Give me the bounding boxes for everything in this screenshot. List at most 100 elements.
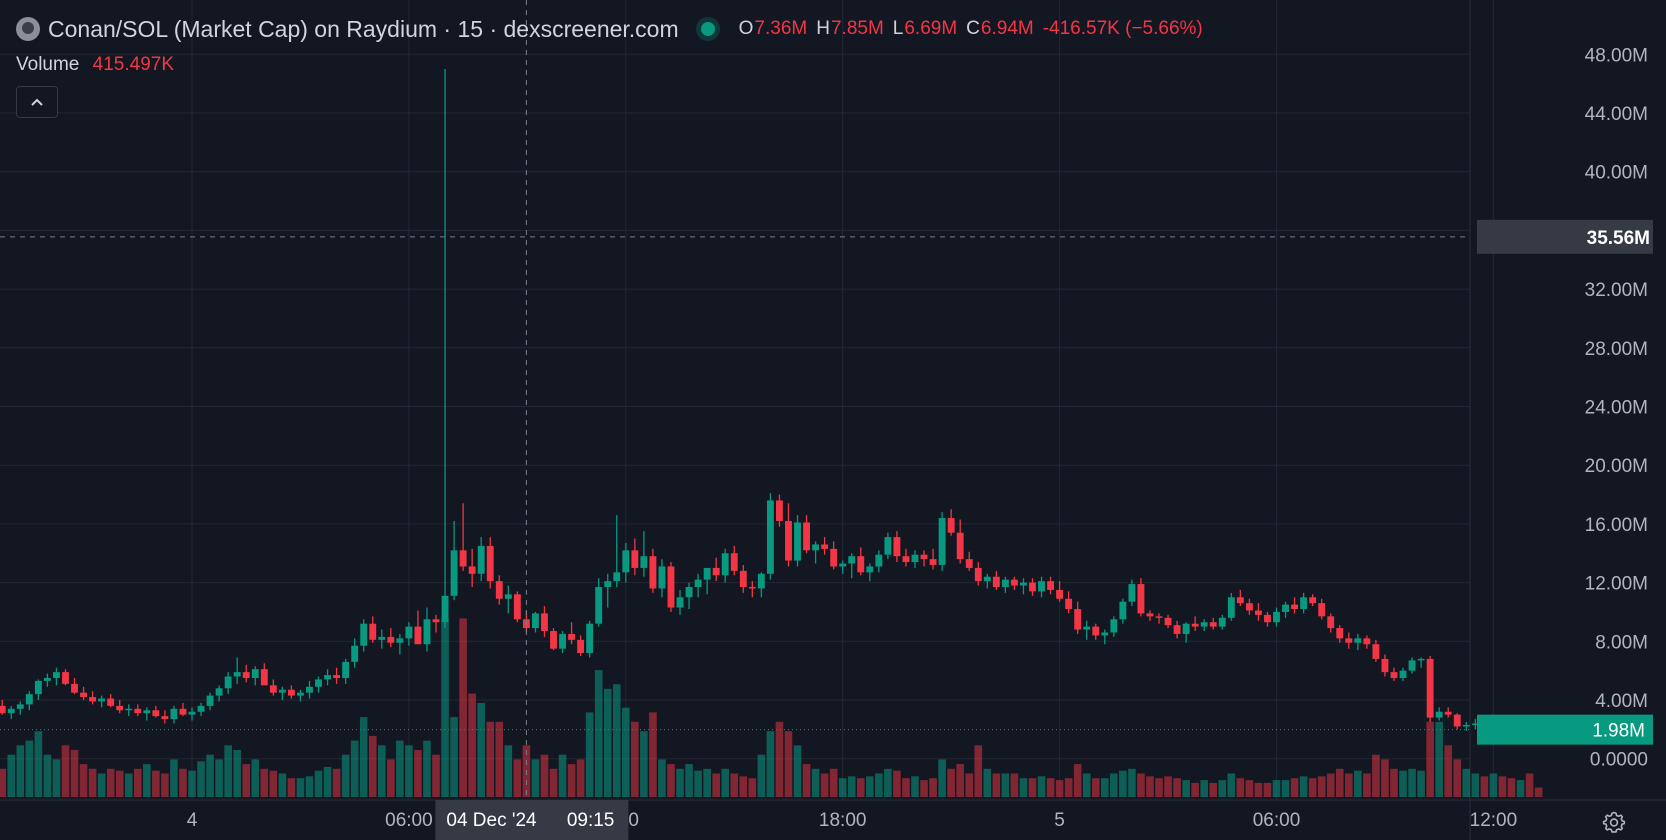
candle-body [812,544,820,551]
candle-body [468,566,476,574]
candle-body [260,669,268,686]
volume-bar [486,721,495,797]
volume-bar [305,776,314,797]
volume-bar [1254,782,1263,797]
candle-body [1038,581,1045,592]
volume-bar [106,768,115,797]
volume-bar [1064,778,1073,797]
candle-body [1110,619,1118,633]
candle-body [531,613,539,629]
candle-body [1173,625,1181,634]
volume-bar [739,776,748,797]
candle-body [568,633,576,640]
candle-body [866,566,874,573]
volume-bar [70,750,79,797]
volume-bar [1037,776,1046,797]
volume-bar [88,768,97,797]
volume-bar [215,759,223,797]
price-tick-label: 48.00M [1585,45,1648,66]
crosshair-time-label: 09:15 [567,810,615,831]
volume-bar [1146,776,1154,797]
candle-body [1372,644,1380,659]
candle-body [1074,609,1082,630]
candle-body [1453,714,1461,727]
candle-body [1336,628,1344,639]
volume-bar [1444,745,1453,797]
crosshair-date-label: 04 Dec '24 [446,810,537,831]
volume-bar [1507,778,1516,797]
volume-bar [1236,778,1245,797]
candle-body [613,572,621,582]
candle-body [495,581,503,599]
candle-body [161,716,169,720]
candle-body [604,581,612,588]
candle-body [875,554,883,567]
volume-bar [784,731,793,797]
volume-bar [1191,782,1199,797]
volume-bar [1001,773,1010,797]
volume-bar [712,773,720,797]
candle-body [721,553,729,576]
candle-body [1218,617,1226,627]
volume-bar [1245,780,1254,797]
candle-body [586,623,594,654]
volume-bar [567,764,576,797]
time-tick-label: 18:00 [819,810,867,831]
volume-bar [152,770,160,797]
candle-body [351,645,359,662]
candle-body [1444,711,1452,715]
volume-bar [423,740,431,797]
candle-body [197,705,205,712]
volume-bar [1299,776,1308,797]
candle-body [920,554,928,560]
volume-bar [296,778,305,797]
chevron-up-icon [31,98,43,106]
volume-bar [1055,780,1064,797]
volume-bar [1182,780,1190,797]
volume-bar [1082,773,1091,797]
candle-body [1345,638,1353,643]
candle-body [1363,638,1371,645]
price-tick-label: 8.00M [1595,632,1648,653]
volume-bar [1480,776,1489,797]
volume-bar [1119,770,1127,797]
candle-body [224,676,232,689]
volume-bar [1200,780,1208,797]
candle-body [694,579,702,588]
candle-body [766,500,774,574]
volume-bar [1028,778,1037,797]
candle-body [315,679,322,687]
candle-body [333,675,341,678]
volume-bar [377,745,386,797]
token-logo-icon [16,17,40,41]
candle-body [1146,613,1154,617]
volume-bar [341,754,350,797]
candle-body [206,695,214,706]
volume-bar [603,688,612,797]
volume-bar [1435,721,1443,797]
volume-bar [1110,773,1118,797]
volume-bar [1534,787,1543,797]
volume-bar [1128,768,1136,797]
candle-body [703,567,711,580]
volume-bar [1390,768,1398,797]
price-tick-label: 16.00M [1585,515,1648,536]
volume-bar [504,745,513,797]
candle-body [233,672,241,677]
volume-bar [540,754,549,797]
candle-body [1101,632,1109,636]
volume-bar [1372,754,1380,797]
volume-bar [179,768,187,797]
chart-settings-button[interactable] [1600,808,1628,836]
volume-bar [323,766,332,797]
crosshair-time-box [435,800,629,840]
candle-body [1182,623,1190,634]
volume-bar [197,761,205,797]
last-price-label: 1.98M [1592,721,1645,742]
volume-bar [676,768,684,797]
volume-bar [1308,778,1317,797]
volume-bar [7,754,16,797]
candle-body [80,692,87,698]
collapse-legend-button[interactable] [16,86,58,118]
